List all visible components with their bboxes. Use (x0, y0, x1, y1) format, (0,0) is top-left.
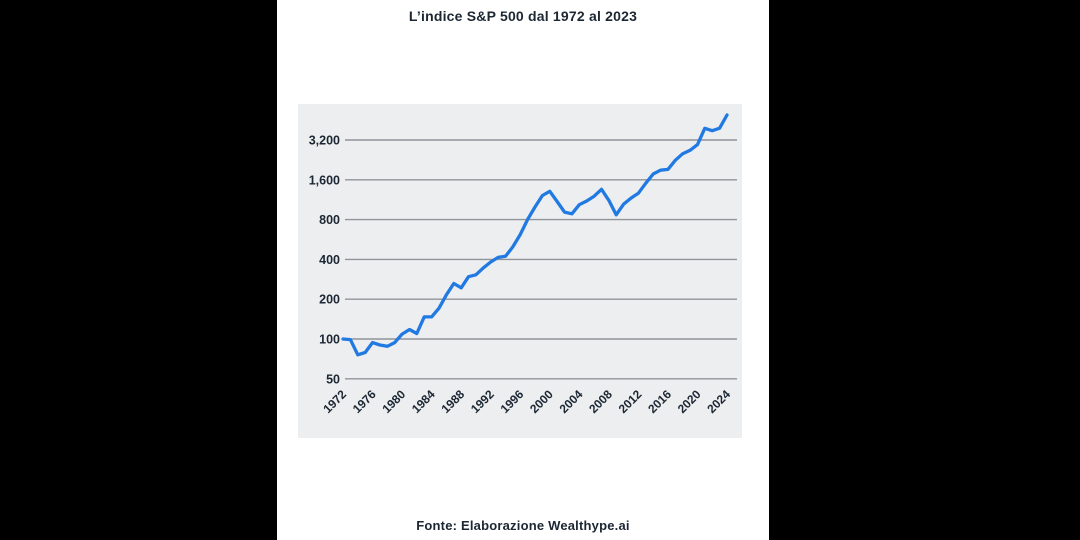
y-tick-label: 3,200 (309, 134, 340, 148)
chart-card: L’indice S&P 500 dal 1972 al 2023 50 100 2… (277, 0, 769, 540)
price-line (341, 113, 729, 357)
y-tick-label: 400 (319, 253, 340, 267)
y-tick-label: 800 (319, 213, 340, 227)
y-tick-label: 1,600 (309, 173, 340, 187)
plot-background (298, 104, 742, 438)
y-tick-label: 50 (326, 372, 340, 386)
y-tick-label: 100 (319, 333, 340, 347)
source-caption: Fonte: Elaborazione Wealthype.ai (416, 518, 630, 533)
chart-title: L’indice S&P 500 dal 1972 al 2023 (408, 8, 638, 24)
y-tick-label: 200 (319, 293, 340, 307)
